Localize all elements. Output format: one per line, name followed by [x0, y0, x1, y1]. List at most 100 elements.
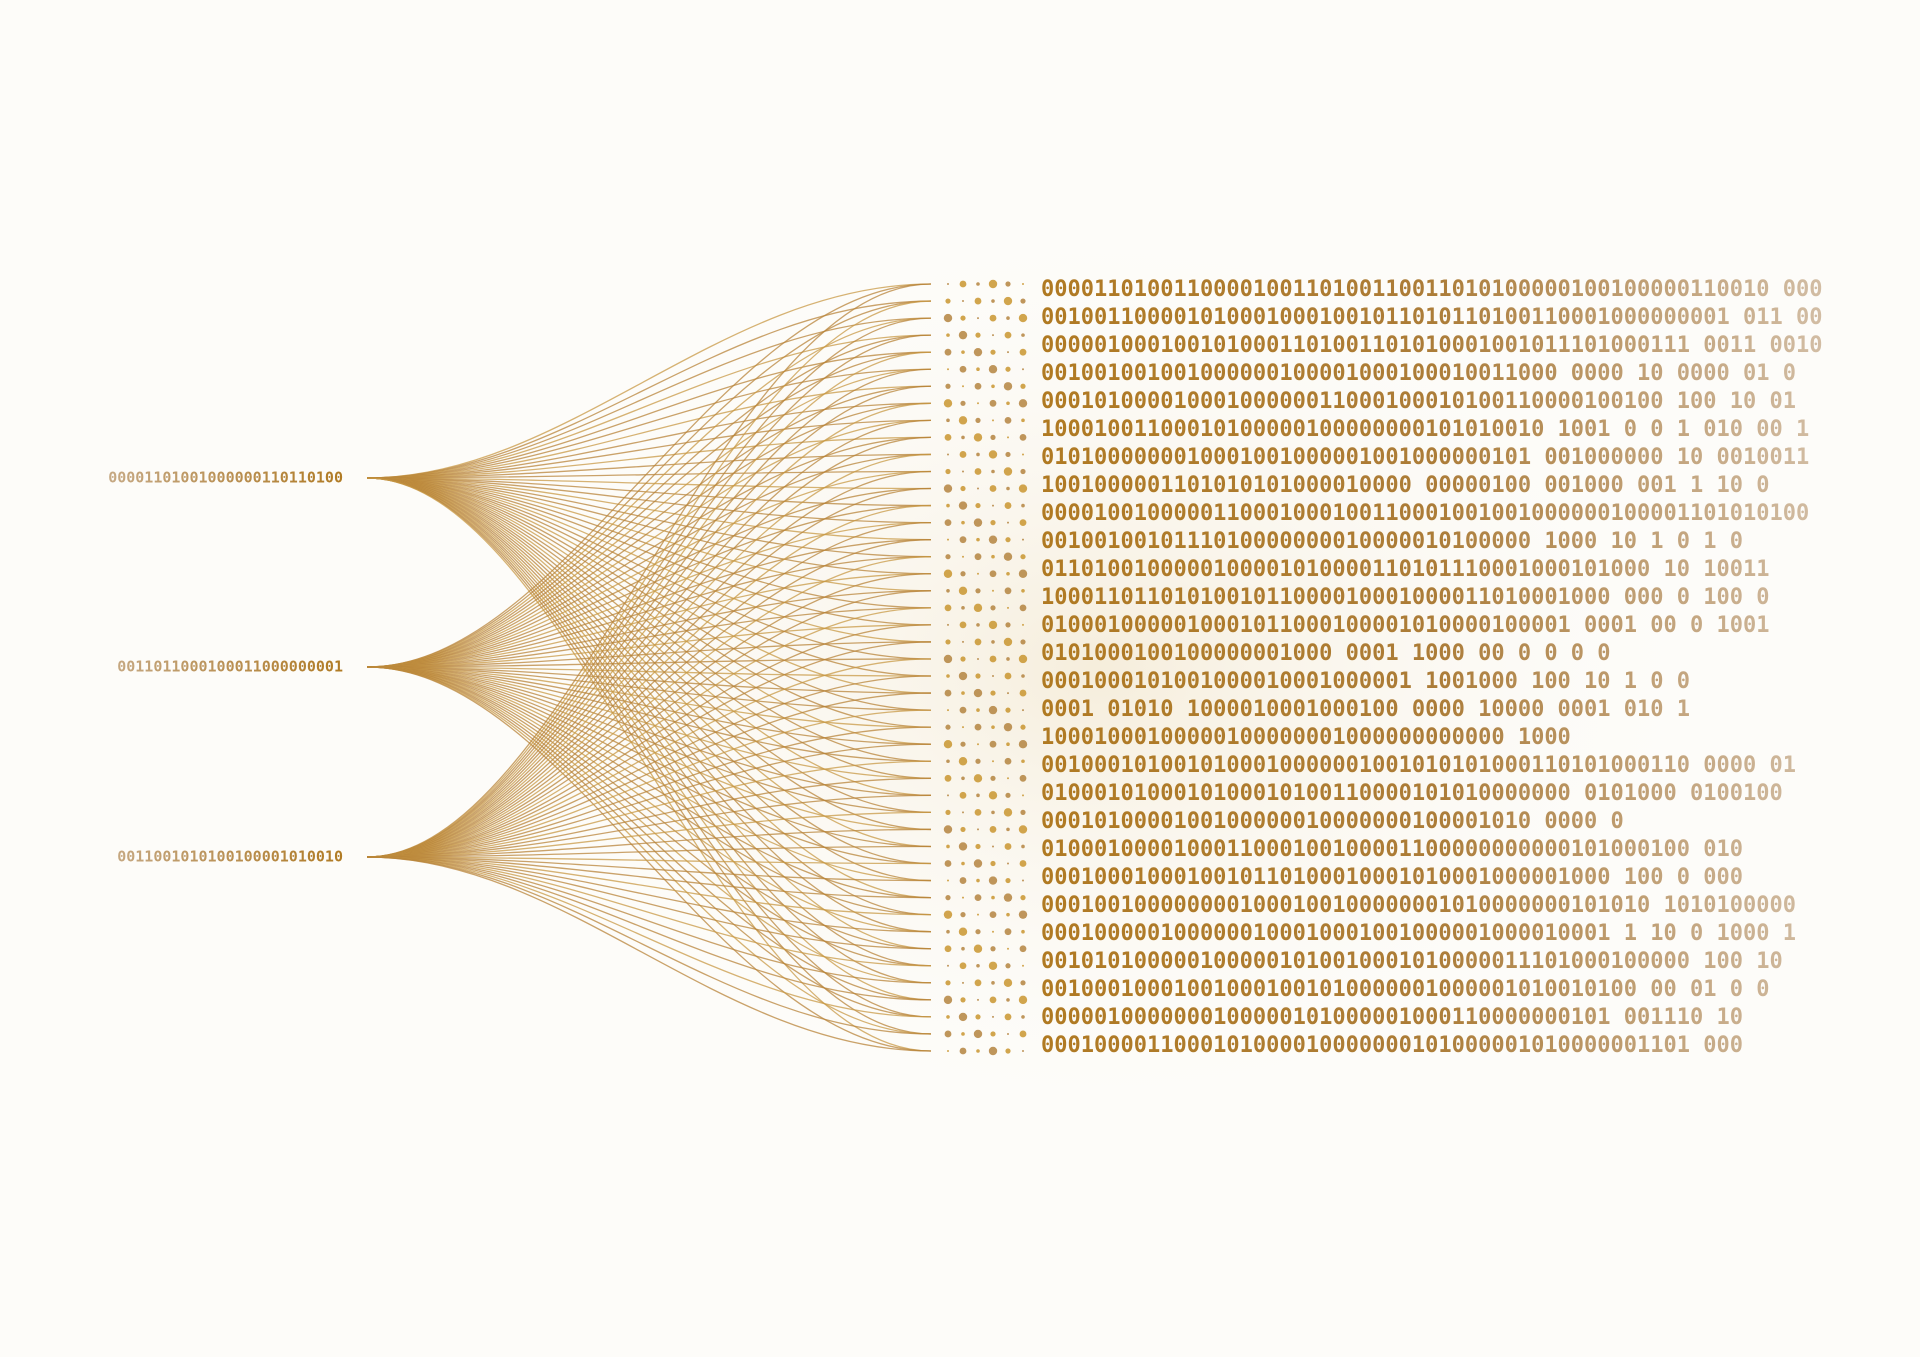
dot	[976, 793, 980, 798]
fan-curve	[366, 856, 932, 865]
fan-curve	[366, 477, 932, 916]
dot	[1018, 313, 1028, 323]
dot	[1020, 554, 1026, 560]
fan-curve	[366, 368, 932, 479]
fan-curve	[366, 477, 932, 796]
fan-curve	[366, 521, 932, 668]
dot	[991, 299, 995, 303]
binary-row: 0100010000100011000100100001100000000000…	[1041, 837, 1743, 862]
fan-curve	[366, 666, 932, 984]
dot	[944, 689, 952, 697]
dot	[1018, 825, 1028, 834]
fan-curve	[366, 300, 932, 668]
dot	[988, 450, 998, 459]
dot	[945, 895, 951, 901]
fan-curve	[366, 856, 932, 967]
dot	[961, 861, 965, 866]
fan-curve	[366, 283, 932, 668]
dot	[947, 1050, 949, 1052]
fan-curve	[366, 334, 932, 858]
fan-curve	[366, 828, 932, 858]
input-string: 0011011000100011000000001	[117, 658, 343, 676]
dot	[975, 843, 981, 850]
dot	[962, 811, 964, 814]
fan-curve	[366, 436, 932, 858]
dot	[1007, 1032, 1009, 1035]
dot	[973, 774, 983, 783]
dot	[944, 860, 952, 867]
dot	[1007, 606, 1009, 609]
dot	[1005, 1048, 1011, 1054]
fan-curve	[366, 419, 932, 479]
dot	[973, 347, 983, 357]
dot	[990, 434, 996, 440]
dot	[1005, 537, 1011, 543]
fan-curve	[366, 777, 932, 858]
fan-curve	[366, 504, 932, 858]
fan-curve	[366, 856, 932, 933]
fan-curve	[366, 477, 932, 643]
fan-curve	[366, 856, 932, 1018]
fan-curve	[366, 419, 932, 858]
dot	[976, 708, 980, 712]
fan-curve	[366, 856, 932, 1035]
dot	[976, 452, 980, 457]
fan-curve	[366, 666, 932, 933]
fan-curve	[366, 487, 932, 668]
dot	[1018, 654, 1028, 664]
dot	[1003, 637, 1013, 647]
dot	[944, 604, 952, 612]
dot	[962, 640, 964, 643]
dot	[962, 300, 964, 303]
fan-curve	[366, 470, 932, 858]
dot	[976, 537, 980, 542]
dot	[992, 504, 994, 507]
dot	[973, 518, 983, 527]
dot	[1018, 399, 1028, 408]
dot	[1005, 622, 1011, 628]
dot	[1004, 843, 1012, 850]
dot	[962, 896, 964, 899]
dot	[943, 825, 953, 834]
binary-row: 0101000100100000001000 0001 1000 00 0 0 …	[1041, 641, 1611, 666]
dot	[992, 675, 994, 678]
dot	[961, 435, 965, 440]
dot	[960, 826, 966, 833]
fan-curve	[366, 317, 932, 479]
dot	[977, 913, 979, 916]
dot	[961, 776, 965, 781]
dot	[1020, 298, 1026, 304]
dot	[991, 810, 995, 815]
dot	[992, 760, 994, 763]
fan-curve	[366, 351, 932, 858]
fan-curve	[366, 666, 932, 1001]
dot	[1018, 910, 1028, 919]
dot	[974, 638, 982, 646]
dot	[989, 655, 997, 663]
dot	[1020, 383, 1026, 389]
dot	[988, 705, 998, 715]
dot	[1019, 774, 1027, 782]
fan-curve	[366, 556, 932, 858]
dot	[959, 877, 967, 884]
fan-curve	[366, 760, 932, 858]
dot	[958, 586, 968, 595]
fan-curve	[366, 504, 932, 668]
dot	[1007, 351, 1009, 354]
dot	[961, 350, 965, 354]
fan-curve	[366, 283, 932, 858]
fan-curve	[366, 641, 932, 858]
dot	[992, 334, 994, 337]
dot	[1007, 862, 1009, 865]
dot	[990, 349, 996, 355]
dot	[1021, 844, 1025, 849]
dot	[989, 826, 997, 833]
dot	[958, 927, 968, 936]
dot	[945, 554, 951, 560]
dot	[991, 895, 995, 900]
dot	[1020, 468, 1026, 475]
dot	[947, 538, 949, 541]
fan-curve	[366, 477, 932, 899]
fan-curve	[366, 334, 932, 479]
fan-curve	[366, 666, 932, 677]
